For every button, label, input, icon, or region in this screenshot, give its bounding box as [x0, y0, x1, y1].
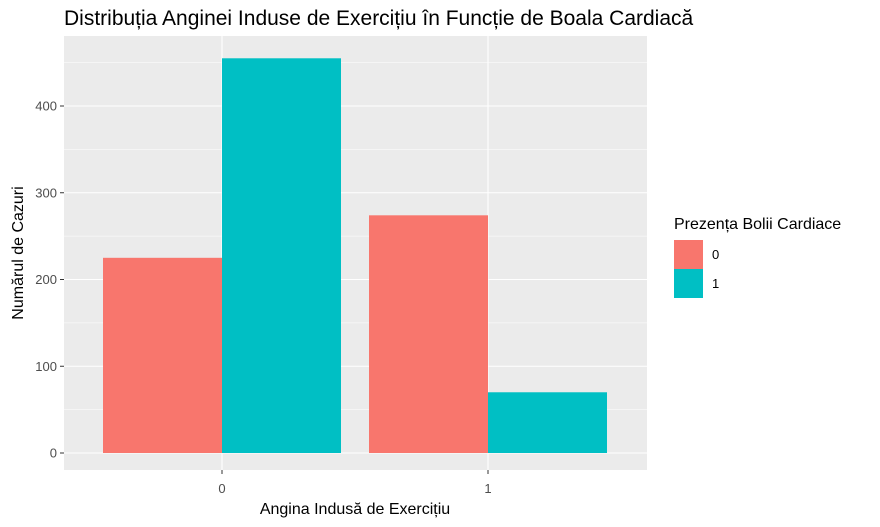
- legend-key-0: [674, 240, 703, 269]
- y-tick-label: 400: [35, 99, 57, 114]
- legend-items: 01: [674, 240, 719, 298]
- bar-1-series-0: [369, 215, 488, 453]
- y-tick-label: 0: [50, 446, 57, 461]
- x-tick-label: 0: [218, 481, 225, 496]
- bars: [103, 58, 607, 453]
- y-tick-label: 300: [35, 185, 57, 200]
- legend-title: Prezența Bolii Cardiace: [674, 216, 841, 233]
- chart-title: Distribuția Anginei Induse de Exercițiu …: [64, 7, 694, 30]
- bar-0-series-1: [222, 58, 341, 453]
- x-axis-title: Angina Indusă de Exercițiu: [260, 501, 450, 518]
- legend-label-1: 1: [712, 276, 719, 291]
- legend: Prezența Bolii Cardiace 01: [674, 216, 841, 298]
- legend-key-1: [674, 269, 703, 298]
- y-axis-ticks: 0 100 200 300 400: [35, 99, 64, 461]
- y-tick-label: 100: [35, 359, 57, 374]
- legend-label-0: 0: [712, 247, 719, 262]
- y-axis-title: Numărul de Cazuri: [10, 186, 27, 319]
- bar-0-series-0: [103, 257, 222, 453]
- bar-1-series-1: [488, 392, 607, 453]
- x-tick-label: 1: [484, 481, 491, 496]
- y-tick-label: 200: [35, 272, 57, 287]
